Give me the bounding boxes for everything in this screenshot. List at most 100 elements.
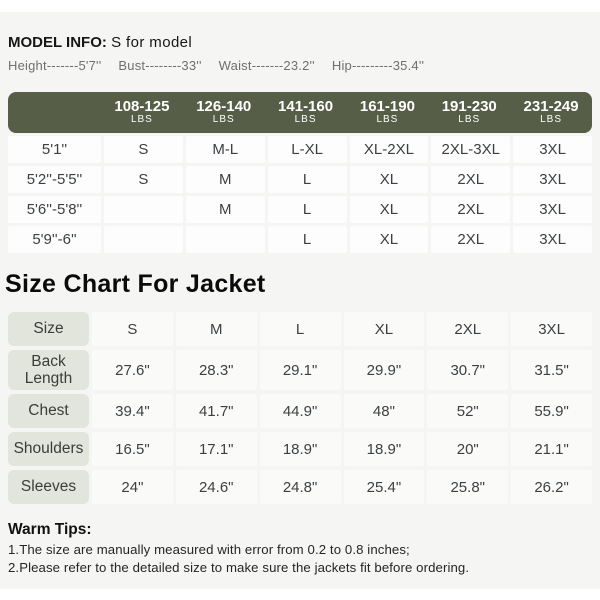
size-cell: 3XL [513,196,592,223]
measure-value: 29.1" [259,350,341,390]
size-column-header: M [175,312,257,346]
weight-height-table: 108-125 LBS 126-140 LBS 141-160 LBS 161-… [8,92,592,253]
weight-range: 141-160 [278,98,334,116]
measure-value: 27.6" [92,350,173,390]
warm-tips-line-2: 2.Please refer to the detailed size to m… [8,560,470,575]
size-cell: 2XL-3XL [431,136,511,163]
measure-label: Shoulders [8,432,89,466]
measure-value: 25.4" [343,470,425,504]
measure-value: 48" [343,394,425,428]
table-row: Sleeves 24" 24.6" 24.8" 25.4" 25.8" 26.2… [8,470,592,504]
measure-value: 21.1" [511,432,592,466]
size-cell: 2XL [431,226,511,253]
weight-col-header: 161-190 LBS [347,99,429,125]
measure-value: 18.9" [343,432,425,466]
model-info-label: MODEL INFO: [8,34,107,51]
measure-value: 20" [427,432,509,466]
measure-value: 31.5" [511,350,592,390]
model-height: Height-------5'7'' [8,58,102,73]
size-cell: M-L [185,136,265,163]
size-cell: M [185,166,265,193]
table-row: 5'6''-5'8'' M L XL 2XL 3XL [8,196,592,223]
size-cell: S [104,136,183,163]
measure-value: 26.2" [511,470,592,504]
model-measurements: Height-------5'7'' Bust--------33'' Waist-… [8,58,592,73]
measure-value: 24" [92,470,173,504]
size-chart-panel: MODEL INFO: S for model Height-------5'7… [0,12,600,589]
weight-col-header: 231-249 LBS [510,99,592,125]
model-info-heading: MODEL INFO: S for model [8,34,592,51]
measure-value: 29.9" [343,350,425,390]
page-title: Size Chart For Jacket [5,270,266,298]
weight-unit: LBS [540,114,563,126]
weight-col-header: 126-140 LBS [183,99,265,125]
measure-value: 25.8" [427,470,509,504]
size-cell: M [185,196,265,223]
table-row: Chest 39.4" 41.7" 44.9" 48" 52" 55.9" [8,394,592,428]
measure-value: 55.9" [511,394,592,428]
measure-value: 16.5" [92,432,173,466]
weight-range: 126-140 [196,98,252,116]
size-column-header: 2XL [427,312,509,346]
weight-unit: LBS [294,114,317,126]
weight-col-header: 141-160 LBS [265,99,347,125]
warm-tips-line-1: 1.The size are manually measured with er… [8,542,410,557]
measure-value: 41.7" [175,394,257,428]
weight-unit: LBS [212,114,235,126]
warm-tips-section: Warm Tips: 1.The size are manually measu… [8,521,592,575]
height-cell: 5'1'' [8,136,101,163]
size-cell: 3XL [513,136,592,163]
weight-col-header: 191-230 LBS [428,99,510,125]
size-column-header: 3XL [511,312,592,346]
measure-value: 44.9" [259,394,341,428]
size-cell: L-XL [267,136,347,163]
jacket-size-table: Size S M L XL 2XL 3XL Back Length 27.6" … [8,312,592,504]
size-cell: XL-2XL [349,136,429,163]
table-row: Back Length 27.6" 28.3" 29.1" 29.9" 30.7… [8,350,592,390]
weight-range: 231-249 [523,98,579,116]
measure-value: 52" [427,394,509,428]
weight-range: 161-190 [359,98,415,116]
model-hip: Hip---------35.4'' [331,58,425,73]
size-cell: L [267,226,347,253]
weight-col-header: 108-125 LBS [101,99,183,125]
model-waist: Waist-------23.2'' [218,58,315,73]
size-cell: L [267,166,347,193]
measure-value: 24.8" [259,470,341,504]
size-cell: S [104,166,183,193]
table-row: 5'2''-5'5'' S M L XL 2XL 3XL [8,166,592,193]
weight-unit: LBS [458,114,481,126]
weight-range: 191-230 [441,98,497,116]
weight-unit: LBS [376,114,399,126]
measure-value: 18.9" [259,432,341,466]
size-cell [185,226,265,253]
measure-label: Sleeves [8,470,89,504]
weight-table-header: 108-125 LBS 126-140 LBS 141-160 LBS 161-… [8,92,592,133]
model-info-section: MODEL INFO: S for model Height-------5'7… [8,34,592,73]
size-cell: XL [349,226,429,253]
size-column-header: S [92,312,173,346]
height-cell: 5'9''-6'' [8,226,101,253]
size-cell: XL [349,196,429,223]
measure-label: Back Length [8,350,89,390]
model-bust: Bust--------33'' [118,58,202,73]
size-cell [104,196,183,223]
size-cell: L [267,196,347,223]
size-cell: 2XL [431,196,511,223]
table-row: 5'1'' S M-L L-XL XL-2XL 2XL-3XL 3XL [8,136,592,163]
size-cell [104,226,183,253]
height-cell: 5'2''-5'5'' [8,166,101,193]
table-row: Shoulders 16.5" 17.1" 18.9" 18.9" 20" 21… [8,432,592,466]
warm-tips-title: Warm Tips: [8,521,92,538]
size-header-label: Size [8,312,89,346]
measure-value: 39.4" [92,394,173,428]
table-row: 5'9''-6'' L XL 2XL 3XL [8,226,592,253]
measure-value: 17.1" [175,432,257,466]
measure-value: 30.7" [427,350,509,390]
size-column-header: L [259,312,341,346]
size-cell: XL [349,166,429,193]
model-info-value: S for model [111,34,193,51]
size-cell: 3XL [513,166,592,193]
weight-unit: LBS [130,114,153,126]
size-column-header: XL [343,312,425,346]
